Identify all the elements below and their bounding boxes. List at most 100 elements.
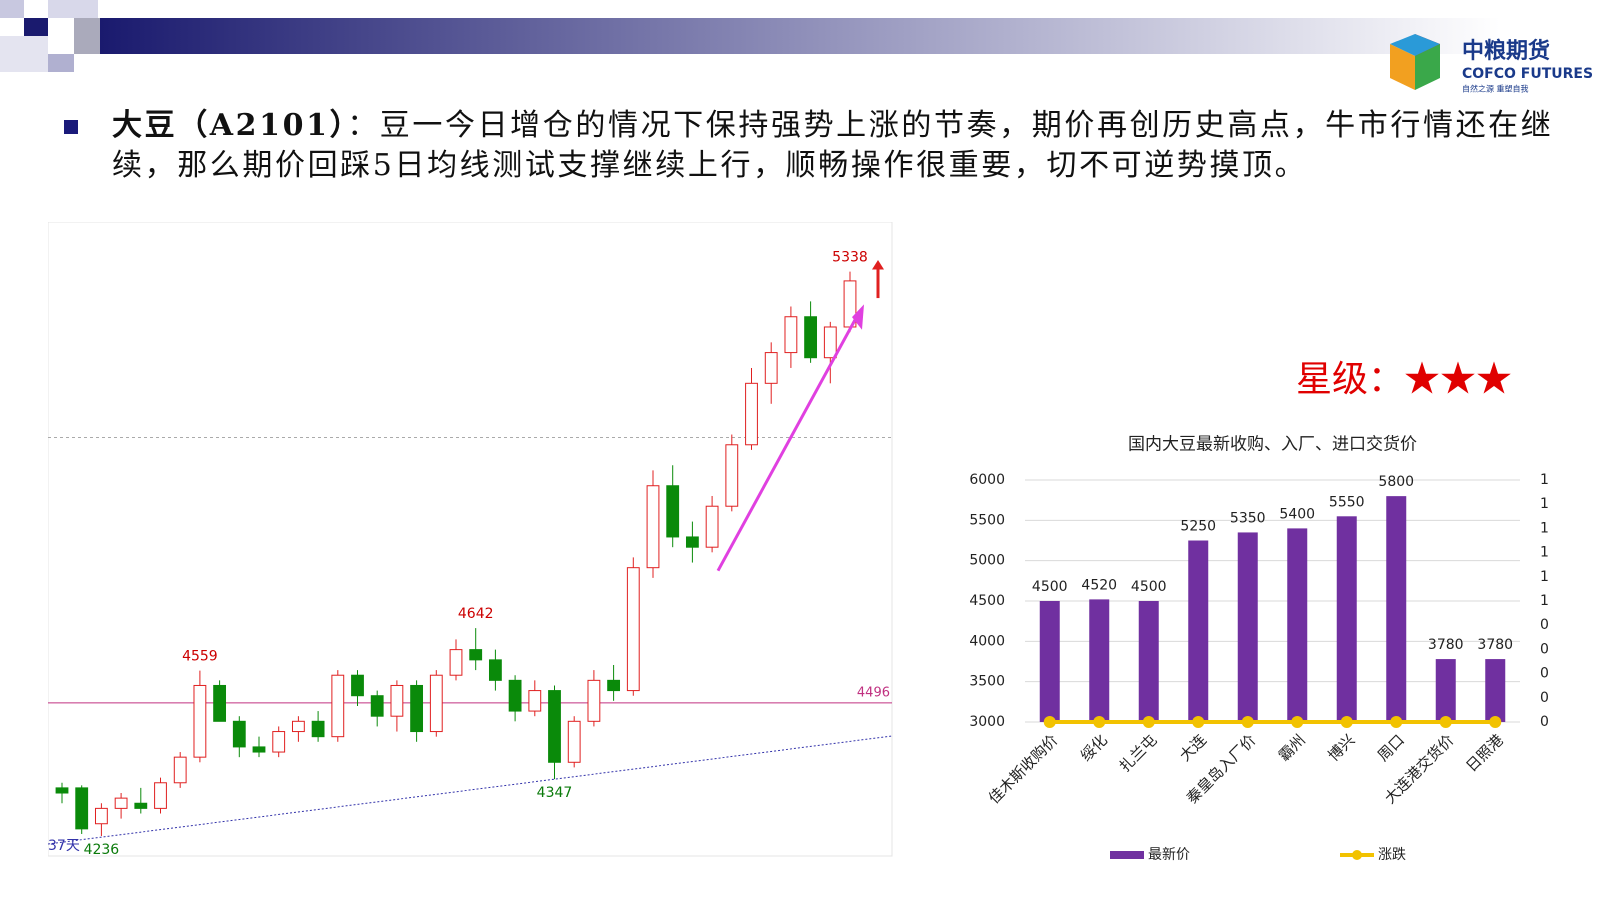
price-annotation: 4236 bbox=[84, 842, 120, 858]
line-point bbox=[1439, 716, 1452, 728]
candle-body bbox=[94, 807, 108, 825]
candle-body bbox=[626, 567, 640, 692]
trend-arrowhead bbox=[852, 304, 864, 330]
candle-body bbox=[55, 787, 69, 794]
line-point bbox=[1043, 716, 1056, 728]
candle-body bbox=[528, 690, 542, 712]
y2-tick-label: 0 bbox=[1540, 641, 1549, 657]
bar bbox=[1237, 532, 1258, 722]
header-square bbox=[0, 0, 24, 18]
y-tick-label: 3500 bbox=[969, 674, 1005, 690]
y2-tick-label: 0 bbox=[1540, 690, 1549, 706]
candle-body bbox=[823, 326, 837, 359]
logo-slogan: 自然之源 重塑自我 bbox=[1462, 84, 1529, 94]
candle-body bbox=[804, 316, 818, 359]
data-label: 5350 bbox=[1230, 510, 1266, 526]
candle-body bbox=[311, 720, 325, 738]
line-point bbox=[1142, 716, 1155, 728]
line-point bbox=[1291, 716, 1304, 728]
data-label: 4500 bbox=[1131, 579, 1167, 595]
trend-line bbox=[48, 735, 893, 845]
line-point bbox=[1241, 716, 1254, 728]
candle-body bbox=[272, 731, 286, 753]
price-annotation: 4559 bbox=[182, 649, 218, 665]
candle-body bbox=[587, 679, 601, 722]
bullet-body: ：豆一今日增仓的情况下保持强势上涨的节奏，期价再创历史高点，牛市行情还在继续，那… bbox=[112, 108, 1554, 183]
bar bbox=[1435, 659, 1456, 722]
y-tick-label: 4500 bbox=[969, 593, 1005, 609]
legend-label: 最新价 bbox=[1148, 847, 1190, 863]
candle-body bbox=[252, 746, 266, 753]
line-point bbox=[1093, 716, 1106, 728]
price-annotation: 4347 bbox=[537, 785, 573, 801]
y2-tick-label: 0 bbox=[1540, 617, 1549, 633]
candle-body bbox=[607, 679, 621, 692]
header-band bbox=[100, 18, 1500, 54]
header-square bbox=[24, 18, 48, 36]
rating: 星级：★★★ bbox=[1296, 359, 1513, 400]
candle-body bbox=[646, 485, 660, 569]
y2-tick-label: 1 bbox=[1540, 520, 1549, 536]
bar bbox=[1039, 601, 1060, 722]
candle-body bbox=[745, 382, 758, 446]
candle-body bbox=[488, 659, 502, 681]
y2-tick-label: 1 bbox=[1540, 496, 1549, 512]
bar bbox=[1287, 528, 1308, 722]
logo-en: COFCO FUTURES bbox=[1462, 66, 1593, 82]
candle-body bbox=[685, 536, 699, 548]
x-tick-label: 周口 bbox=[1374, 731, 1408, 765]
bar bbox=[1336, 516, 1357, 722]
x-tick-label: 扎兰屯 bbox=[1116, 731, 1161, 776]
data-label: 5550 bbox=[1329, 494, 1365, 510]
line-point bbox=[1192, 716, 1205, 728]
candle-body bbox=[567, 720, 581, 763]
candle-body bbox=[213, 684, 227, 722]
bullet-text: 大豆（A2101）：豆一今日增仓的情况下保持强势上涨的节奏，期价再创历史高点，牛… bbox=[62, 106, 1600, 186]
header-square bbox=[48, 54, 74, 72]
data-label: 5250 bbox=[1180, 519, 1216, 535]
candle-body bbox=[173, 756, 187, 784]
x-tick-label: 绥化 bbox=[1077, 731, 1111, 765]
candle-body bbox=[666, 485, 680, 538]
y-tick-label: 6000 bbox=[969, 472, 1005, 488]
candle-body bbox=[331, 674, 345, 738]
x-tick-label: 博兴 bbox=[1324, 731, 1358, 765]
data-label: 3780 bbox=[1428, 637, 1464, 653]
price-annotation: 5338 bbox=[832, 250, 868, 266]
logo-name: 中粮期货 bbox=[1462, 38, 1550, 64]
y2-tick-label: 1 bbox=[1540, 472, 1549, 488]
level-label: 4496 bbox=[857, 685, 890, 700]
data-label: 4520 bbox=[1081, 577, 1117, 593]
candle-body bbox=[508, 679, 522, 712]
trend-arrow bbox=[716, 310, 862, 572]
candle-body bbox=[705, 505, 719, 548]
y2-tick-label: 1 bbox=[1540, 545, 1549, 561]
candle-body bbox=[291, 720, 305, 733]
y2-tick-label: 0 bbox=[1540, 666, 1549, 682]
up-arrowhead bbox=[872, 260, 884, 270]
legend-label: 涨跌 bbox=[1378, 847, 1406, 863]
bar bbox=[1386, 496, 1407, 722]
bar bbox=[1188, 540, 1209, 722]
line-point bbox=[1390, 716, 1403, 728]
y2-tick-label: 1 bbox=[1540, 593, 1549, 609]
candle-body bbox=[410, 684, 424, 733]
data-label: 5400 bbox=[1279, 506, 1315, 522]
x-tick-label: 大连 bbox=[1176, 731, 1210, 765]
logo-icon bbox=[1390, 34, 1440, 90]
header-square bbox=[0, 36, 48, 72]
candle-body bbox=[764, 352, 778, 384]
bar bbox=[1138, 601, 1159, 722]
y2-tick-label: 0 bbox=[1540, 714, 1549, 730]
x-tick-label: 日照港 bbox=[1462, 731, 1507, 776]
candle-body bbox=[154, 782, 167, 809]
price-annotation: 4642 bbox=[458, 606, 494, 622]
candle-body bbox=[725, 444, 739, 507]
legend-swatch bbox=[1352, 850, 1362, 860]
candle-body bbox=[193, 684, 207, 758]
chart-title: 国内大豆最新收购、入厂、进口交货价 bbox=[1128, 435, 1417, 455]
candle-body bbox=[370, 695, 384, 717]
